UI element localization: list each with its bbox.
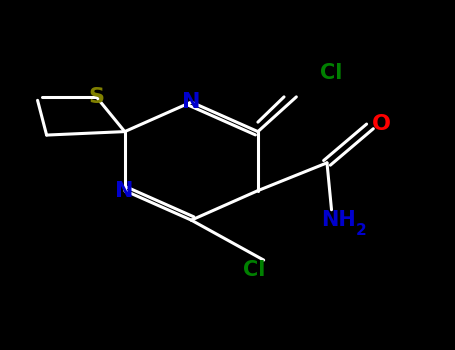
Text: Cl: Cl (320, 63, 343, 83)
Text: 2: 2 (355, 223, 366, 238)
Text: N: N (116, 181, 134, 201)
Text: N: N (182, 92, 201, 112)
Text: O: O (372, 114, 391, 134)
Text: NH: NH (321, 210, 356, 230)
Text: S: S (88, 87, 104, 107)
Text: Cl: Cl (243, 260, 266, 280)
